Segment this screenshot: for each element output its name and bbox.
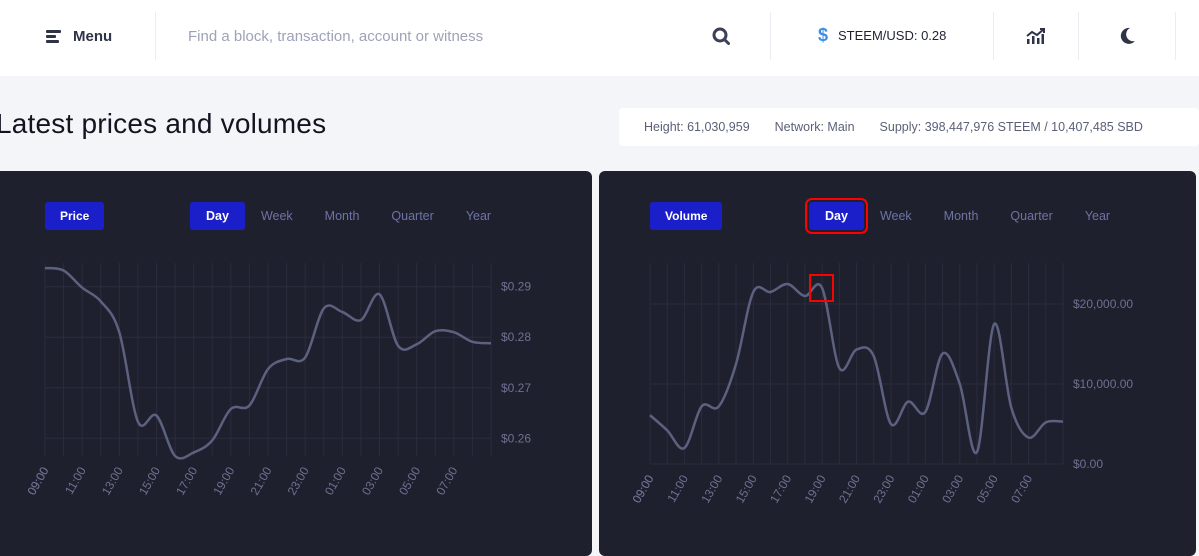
x-tick-label: 05:00 (396, 464, 423, 497)
volume-button[interactable]: Volume (650, 202, 723, 230)
tab-quarter[interactable]: Quarter (391, 209, 434, 223)
x-tick-label: 23:00 (870, 472, 897, 505)
x-tick-label: 07:00 (1008, 472, 1035, 505)
x-tick-label: 17:00 (173, 464, 200, 497)
chart-icon[interactable] (1025, 26, 1046, 46)
x-tick-label: 13:00 (698, 472, 725, 505)
tab-year[interactable]: Year (465, 209, 492, 223)
search-icon[interactable] (712, 27, 730, 45)
y-tick-label: $0.28 (501, 330, 531, 344)
tab-quarter[interactable]: Quarter (1010, 209, 1053, 223)
price-chart-panel: Price Day Week Month Quarter Year $0.26 $… (0, 171, 592, 556)
x-tick-label: 01:00 (322, 464, 349, 497)
x-tick-label: 15:00 (136, 464, 163, 497)
y-tick-label: $10,000.00 (1073, 377, 1133, 391)
volume-range-tabs: Day Week Month Quarter Year (805, 198, 1126, 234)
divider (993, 12, 994, 60)
x-tick-label: 21:00 (247, 464, 274, 497)
divider (1078, 12, 1079, 60)
x-tick-label: 09:00 (629, 472, 656, 505)
menu-label: Menu (73, 27, 113, 45)
menu-button[interactable]: Menu (46, 24, 112, 48)
volume-chart: $0.00 $10,000.00 $20,000.00 09:00 11:00 13:00… (629, 263, 1133, 506)
y-tick-label: $0.00 (1073, 457, 1103, 471)
y-tick-label: $0.27 (501, 381, 531, 395)
tab-day[interactable]: Day (805, 198, 868, 234)
tab-month[interactable]: Month (324, 209, 360, 223)
search-input[interactable] (188, 22, 688, 50)
tab-month[interactable]: Month (943, 209, 979, 223)
menu-icon (46, 29, 61, 43)
x-tick-label: 05:00 (974, 472, 1001, 505)
x-tick-label: 19:00 (802, 472, 829, 505)
network-name: Network: Main (774, 120, 855, 134)
tab-year[interactable]: Year (1084, 209, 1111, 223)
highlighted-data-point (809, 274, 834, 302)
x-tick-label: 03:00 (359, 464, 386, 497)
x-tick-label: 15:00 (733, 472, 760, 505)
x-tick-label: 21:00 (836, 472, 863, 505)
x-tick-label: 09:00 (24, 464, 51, 497)
network-info-bar: Height: 61,030,959 Network: Main Supply:… (619, 108, 1199, 146)
divider (155, 12, 156, 60)
top-navigation-bar: Menu $ STEEM/USD: 0.28 (0, 0, 1199, 76)
tab-day[interactable]: Day (190, 202, 245, 230)
x-tick-label: 13:00 (99, 464, 126, 497)
price-ticker: $ STEEM/USD: 0.28 (818, 25, 946, 46)
price-chart: $0.26 $0.27 $0.28 $0.29 09:00 11:00 13:00 15:00… (24, 263, 531, 498)
x-tick-label: 07:00 (433, 464, 460, 497)
x-tick-label: 17:00 (767, 472, 794, 505)
block-height: Height: 61,030,959 (644, 120, 750, 134)
y-tick-label: $20,000.00 (1073, 297, 1133, 311)
price-range-tabs: Day Week Month Quarter Year (190, 202, 507, 230)
y-tick-label: $0.29 (501, 280, 531, 294)
volume-chart-panel: Volume Day Week Month Quarter Year $0.00… (599, 171, 1196, 556)
x-tick-label: 03:00 (939, 472, 966, 505)
x-tick-label: 19:00 (210, 464, 237, 497)
divider (770, 12, 771, 60)
x-tick-label: 11:00 (664, 472, 691, 505)
moon-icon[interactable] (1117, 26, 1137, 46)
divider (1175, 12, 1176, 60)
x-tick-label: 01:00 (905, 472, 932, 505)
token-supply: Supply: 398,447,976 STEEM / 10,407,485 S… (879, 120, 1143, 134)
x-tick-label: 11:00 (62, 464, 89, 497)
page-title: Latest prices and volumes (0, 108, 327, 139)
price-line (44, 266, 492, 460)
tab-week[interactable]: Week (879, 209, 912, 223)
tab-week[interactable]: Week (260, 209, 293, 223)
price-button[interactable]: Price (45, 202, 105, 230)
y-tick-label: $0.26 (501, 431, 531, 445)
volume-line (649, 282, 1064, 455)
dollar-icon: $ (818, 25, 829, 45)
x-tick-label: 23:00 (285, 464, 312, 497)
ticker-text: STEEM/USD: 0.28 (838, 28, 947, 43)
